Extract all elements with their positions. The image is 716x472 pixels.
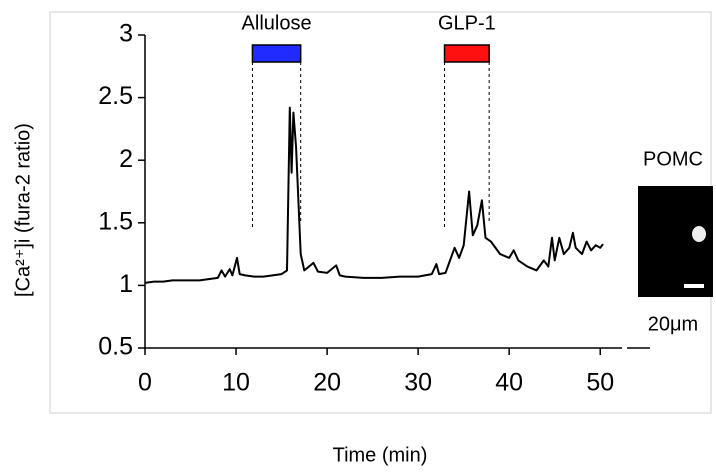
y-tick-label: 3 <box>119 20 133 48</box>
period-label: GLP-1 <box>438 12 496 34</box>
x-tick-label: 50 <box>586 369 614 397</box>
y-axis-title: [Ca²⁺]i (fura-2 ratio) <box>12 123 34 297</box>
cell <box>692 226 706 242</box>
scale-label: 20μm <box>648 313 698 335</box>
y-tick-label: 0.5 <box>98 333 133 361</box>
x-tick-label: 40 <box>495 369 523 397</box>
y-tick-label: 1 <box>119 270 133 298</box>
x-tick-label: 10 <box>222 369 250 397</box>
y-tick-label: 2.5 <box>98 82 133 110</box>
x-tick-label: 30 <box>404 369 432 397</box>
x-tick-label: 20 <box>313 369 341 397</box>
period-bar <box>251 44 302 63</box>
trace <box>144 106 604 284</box>
x-tick-label: 0 <box>138 369 152 397</box>
inset-title: POMC <box>643 148 703 170</box>
chart-frame <box>49 11 712 414</box>
period-bar <box>443 44 490 63</box>
x-axis-title: Time (min) <box>333 444 428 466</box>
inset-image <box>638 186 713 297</box>
y-tick-label: 1.5 <box>98 207 133 235</box>
period-label: Allulose <box>242 12 312 34</box>
y-tick-label: 2 <box>119 145 133 173</box>
